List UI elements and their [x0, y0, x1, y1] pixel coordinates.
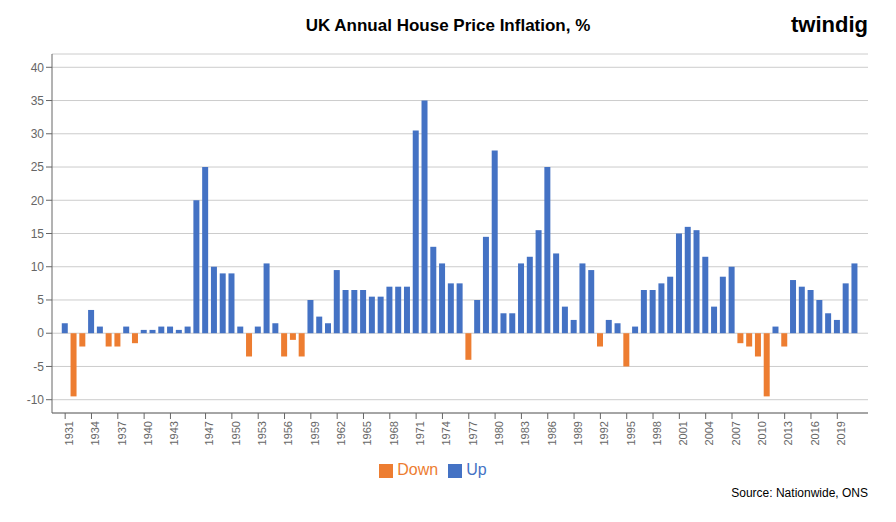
- svg-text:-10: -10: [27, 393, 45, 407]
- html-text:Down: Down: [397, 461, 439, 478]
- svg-text:1934: 1934: [89, 421, 101, 445]
- svg-text:1962: 1962: [335, 421, 347, 445]
- svg-text:20: 20: [31, 194, 45, 208]
- svg-text:1974: 1974: [440, 421, 452, 445]
- svg-text:1959: 1959: [309, 421, 321, 445]
- svg-text:25: 25: [31, 160, 45, 174]
- svg-text:1940: 1940: [142, 421, 154, 445]
- svg-text:1977: 1977: [467, 421, 479, 445]
- svg-text:1953: 1953: [256, 421, 268, 445]
- svg-text:2010: 2010: [756, 421, 768, 445]
- svg-text:40: 40: [31, 61, 45, 75]
- svg-text:1931: 1931: [63, 421, 75, 445]
- svg-text:0: 0: [37, 326, 44, 340]
- svg-text:35: 35: [31, 94, 45, 108]
- svg-text:2016: 2016: [809, 421, 821, 445]
- svg-text:-5: -5: [33, 360, 44, 374]
- html-text:Source: Nationwide, ONS: Source: Nationwide, ONS: [731, 486, 868, 500]
- svg-text:2019: 2019: [835, 421, 847, 445]
- svg-text:1968: 1968: [388, 421, 400, 445]
- svg-text:1989: 1989: [572, 421, 584, 445]
- svg-text:1980: 1980: [493, 421, 505, 445]
- svg-text:2001: 2001: [677, 421, 689, 445]
- svg-text:1983: 1983: [519, 421, 531, 445]
- html-text:UK Annual House Price Inflatio: UK Annual House Price Inflation, %: [305, 16, 591, 35]
- svg-text:1950: 1950: [230, 421, 242, 445]
- svg-text:1947: 1947: [203, 421, 215, 445]
- svg-text:5: 5: [37, 293, 44, 307]
- svg-text:1956: 1956: [282, 421, 294, 445]
- svg-text:15: 15: [31, 227, 45, 241]
- svg-text:1998: 1998: [651, 421, 663, 445]
- html-text:Up: Up: [466, 461, 487, 478]
- svg-text:1971: 1971: [414, 421, 426, 445]
- svg-text:10: 10: [31, 260, 45, 274]
- svg-text:1943: 1943: [168, 421, 180, 445]
- svg-text:1995: 1995: [625, 421, 637, 445]
- svg-text:2004: 2004: [703, 421, 715, 445]
- svg-text:1992: 1992: [598, 421, 610, 445]
- svg-text:2007: 2007: [730, 421, 742, 445]
- svg-text:1965: 1965: [361, 421, 373, 445]
- svg-text:30: 30: [31, 127, 45, 141]
- svg-text:1986: 1986: [546, 421, 558, 445]
- html-text:twindig: twindig: [791, 12, 868, 37]
- svg-text:1937: 1937: [116, 421, 128, 445]
- svg-text:2013: 2013: [782, 421, 794, 445]
